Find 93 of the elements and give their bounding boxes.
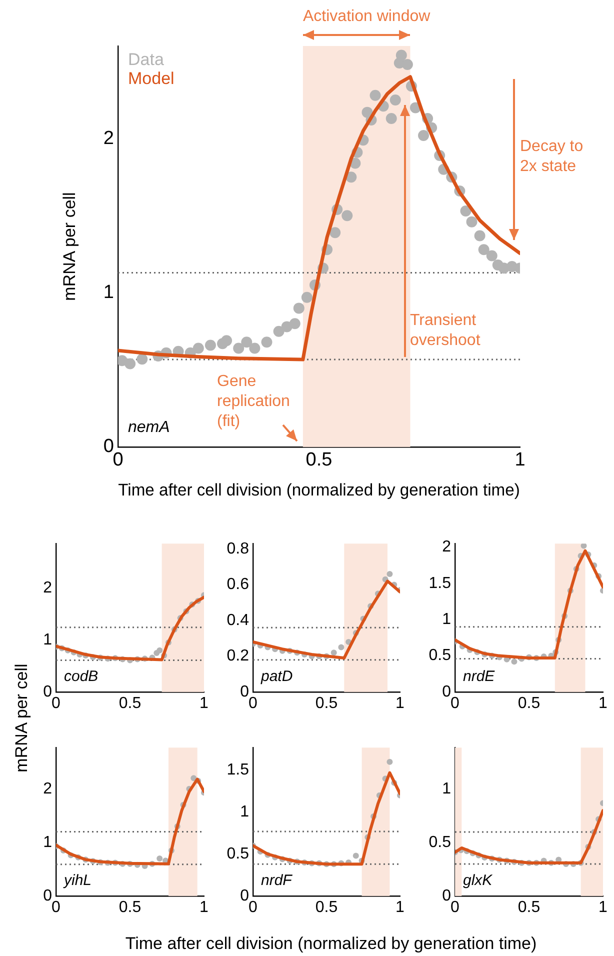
y-tick-label: 1 <box>442 780 452 798</box>
x-tick-label: 1 <box>396 695 405 712</box>
y-tick-label: 0 <box>103 436 114 458</box>
point <box>330 227 341 238</box>
x-tick-label: 1 <box>598 695 608 712</box>
x-tick-label: 1 <box>200 899 209 916</box>
annotation: Gene replication (fit) <box>217 372 291 432</box>
point <box>338 644 344 650</box>
x-tick-label: 0.5 <box>315 695 338 712</box>
annotation: codB <box>64 668 98 685</box>
point <box>330 650 337 656</box>
y-axis-title: mRNA per cell <box>12 664 32 772</box>
x-tick-label: 0.5 <box>118 695 142 712</box>
y-axis-title: mRNA per cell <box>60 192 79 301</box>
point <box>301 292 312 303</box>
annotation: nemA <box>128 419 170 436</box>
point <box>136 354 148 365</box>
x-tick-label: 0.5 <box>118 899 142 916</box>
y-tick-label: 1 <box>103 282 114 304</box>
point <box>293 302 304 314</box>
y-tick-label: 2 <box>43 780 52 798</box>
y-tick-label: 0 <box>240 683 250 700</box>
point <box>156 856 163 862</box>
point <box>418 130 430 141</box>
point <box>233 342 244 354</box>
point <box>402 59 413 70</box>
point <box>466 216 478 228</box>
y-tick-label: 0.2 <box>226 648 250 665</box>
x-tick-label: 1 <box>514 450 526 471</box>
annotation: glxK <box>463 872 494 889</box>
annotation: patD <box>260 668 293 685</box>
text: Activation window <box>303 7 430 27</box>
point <box>221 335 232 346</box>
y-tick-label: 0.8 <box>226 540 250 558</box>
point <box>386 758 393 765</box>
y-tick-label: 1 <box>442 611 452 628</box>
y-tick-label: 0.5 <box>428 834 452 852</box>
point <box>204 340 216 351</box>
y-tick-label: 0.6 <box>226 576 250 594</box>
x-tick-label: 1 <box>396 899 405 916</box>
annotation: yihL <box>63 872 92 889</box>
x-tick-label: 0.5 <box>306 450 332 471</box>
text: Model <box>128 69 174 88</box>
point <box>289 318 300 330</box>
point <box>478 244 490 256</box>
point <box>511 658 518 665</box>
y-tick-label: 2 <box>43 579 52 596</box>
y-tick-label: 1 <box>43 631 52 648</box>
point <box>352 852 359 859</box>
y-tick-label: 1.5 <box>428 574 452 592</box>
point <box>474 230 486 242</box>
point <box>370 90 381 101</box>
y-tick-label: 0.5 <box>428 647 452 664</box>
y-tick-label: 0 <box>442 683 452 700</box>
x-tick-label: 0.5 <box>315 899 338 916</box>
y-tick-label: 2 <box>442 538 452 556</box>
point <box>386 570 393 577</box>
y-tick-label: 1.5 <box>226 762 250 779</box>
point <box>192 342 204 354</box>
point <box>486 250 498 262</box>
x-tick-label: 1 <box>200 695 209 712</box>
point <box>460 206 472 217</box>
point <box>190 775 197 782</box>
x-tick-label: 1 <box>598 899 608 916</box>
y-tick-label: 0 <box>43 887 52 904</box>
x-axis-title: Time after cell division (normalized by generation time) <box>118 480 520 500</box>
y-tick-label: 0 <box>43 683 52 700</box>
point <box>261 336 272 348</box>
point <box>124 358 136 370</box>
y-tick-label: 0.5 <box>226 845 250 862</box>
y-tick-label: 2 <box>103 128 114 149</box>
text: Data <box>128 50 164 70</box>
point <box>273 326 284 337</box>
point <box>396 50 407 61</box>
annotation: nrdE <box>463 668 496 685</box>
point <box>342 210 353 222</box>
annotation: Decay to 2x state <box>520 137 584 177</box>
y-tick-label: 0.4 <box>226 612 250 629</box>
y-tick-label: 1 <box>240 804 250 821</box>
point <box>249 342 260 354</box>
point <box>390 94 401 106</box>
x-tick-label: 0.5 <box>518 695 540 712</box>
annotation: Transient overshoot <box>410 311 482 351</box>
x-tick-label: 0.5 <box>518 899 540 916</box>
y-tick-label: 0 <box>442 887 452 904</box>
y-tick-label: 0 <box>240 887 250 904</box>
x-axis-title: Time after cell division (normalized by generation time) <box>125 934 537 954</box>
point <box>580 544 587 549</box>
point <box>386 112 397 124</box>
annotation: nrdF <box>261 872 293 889</box>
y-tick-label: 1 <box>43 834 52 851</box>
point <box>156 647 163 654</box>
point <box>241 336 252 348</box>
